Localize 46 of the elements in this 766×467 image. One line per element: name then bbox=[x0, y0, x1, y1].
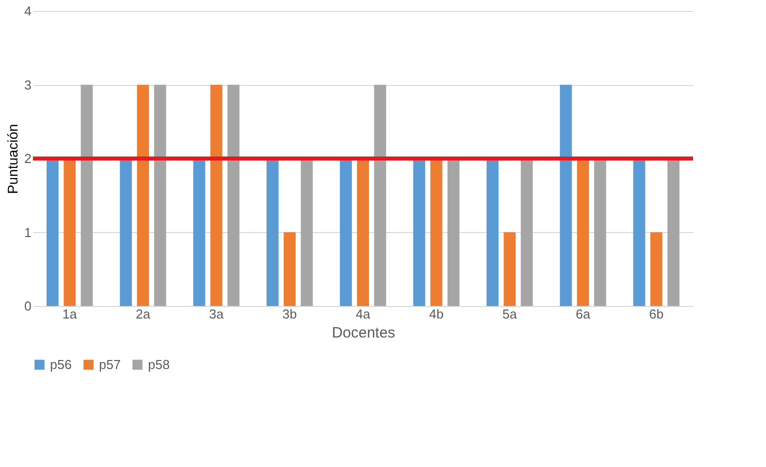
x-axis-title: Docentes bbox=[332, 324, 396, 342]
legend-label: p58 bbox=[148, 356, 170, 372]
bar bbox=[430, 158, 442, 306]
bar bbox=[46, 158, 59, 306]
bar bbox=[227, 84, 240, 306]
x-tick-label: 2a bbox=[136, 306, 151, 322]
bar bbox=[64, 158, 76, 306]
bar bbox=[486, 158, 499, 306]
bar bbox=[504, 232, 516, 306]
x-tick-label: 3a bbox=[209, 306, 224, 322]
bar bbox=[284, 232, 296, 306]
y-tick-label: 4 bbox=[24, 4, 32, 18]
y-tick-label: 0 bbox=[24, 298, 32, 314]
x-tick-label: 6b bbox=[649, 306, 664, 322]
x-tick-label: 6a bbox=[576, 306, 591, 322]
bar bbox=[340, 158, 352, 306]
bar bbox=[210, 84, 222, 306]
x-tick-label: 3b bbox=[282, 306, 297, 322]
bar bbox=[667, 158, 680, 306]
x-tick-label: 4b bbox=[429, 306, 444, 322]
bar bbox=[300, 158, 313, 306]
y-tick-label: 3 bbox=[24, 77, 32, 92]
bar bbox=[650, 232, 662, 306]
legend-label: p57 bbox=[99, 356, 121, 372]
bar bbox=[633, 158, 646, 306]
legend-label: p56 bbox=[50, 356, 72, 372]
bar bbox=[137, 84, 149, 306]
bar bbox=[577, 158, 589, 306]
bar bbox=[413, 158, 426, 306]
bar bbox=[193, 158, 206, 306]
y-tick-label: 1 bbox=[24, 224, 32, 240]
bar bbox=[594, 158, 606, 306]
bar bbox=[447, 158, 460, 306]
bar bbox=[560, 84, 572, 306]
bar bbox=[266, 158, 279, 306]
y-axis-title: Puntuación bbox=[4, 124, 20, 194]
bar bbox=[374, 84, 386, 306]
x-tick-label: 4a bbox=[356, 306, 371, 322]
bar bbox=[520, 158, 533, 306]
bar bbox=[80, 84, 93, 306]
bar bbox=[357, 158, 369, 306]
x-tick-label: 1a bbox=[62, 306, 78, 322]
bar bbox=[120, 158, 132, 306]
bar bbox=[154, 84, 166, 306]
x-tick-label: 5a bbox=[502, 306, 518, 322]
y-tick-label: 2 bbox=[24, 151, 32, 166]
